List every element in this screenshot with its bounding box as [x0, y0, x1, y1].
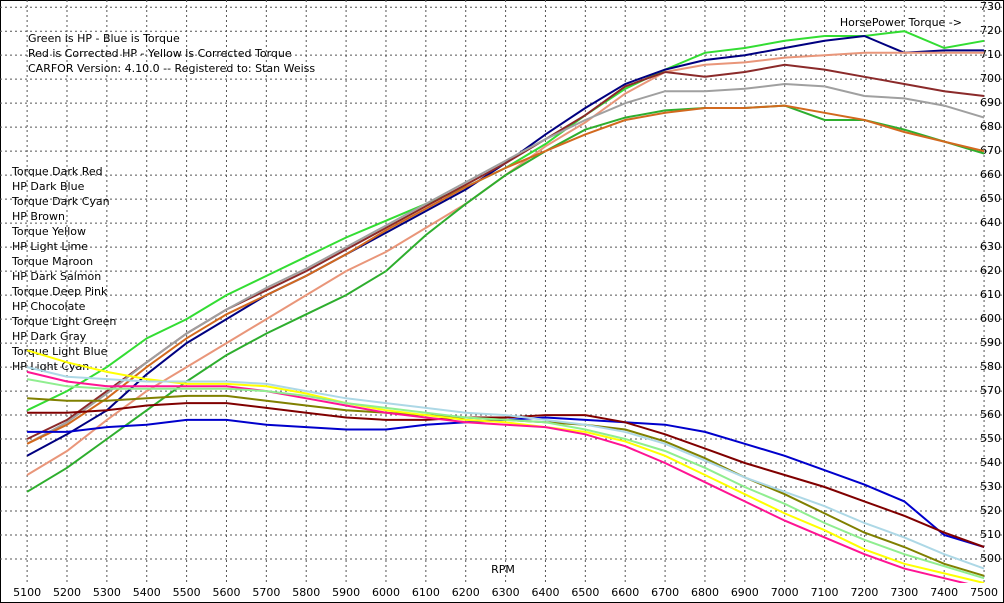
x-tick-label: 5300 — [93, 586, 121, 599]
plot-area — [26, 30, 985, 583]
x-tick-label: 6600 — [611, 586, 639, 599]
legend-line: Torque Deep Pink — [11, 285, 108, 298]
header-line: Green is HP - Blue is Torque — [28, 32, 180, 45]
series-line — [26, 370, 969, 583]
x-tick-label: 7100 — [811, 586, 839, 599]
x-tick-label: 6400 — [531, 586, 559, 599]
x-tick-label: 6200 — [452, 586, 480, 599]
series-line — [26, 104, 985, 445]
y-tick-label: 690 — [980, 96, 1001, 109]
y-tick-label: 670 — [980, 144, 1001, 157]
y-tick-label: 610 — [980, 288, 1001, 301]
legend-line: Torque Dark Red — [11, 165, 103, 178]
y-tick-label: 520 — [980, 504, 1001, 517]
y-tick-label: 620 — [980, 264, 1001, 277]
legend-line: HP Dark Gray — [12, 330, 87, 343]
y-tick-label: 640 — [980, 216, 1001, 229]
series-line — [26, 82, 985, 445]
y-tick-label: 680 — [980, 120, 1001, 133]
y-tick-label: 600 — [980, 312, 1001, 325]
x-tick-label: 5700 — [252, 586, 280, 599]
x-axis-title: RPM — [491, 563, 515, 576]
legend-line: Torque Light Blue — [11, 345, 108, 358]
x-tick-label: 5800 — [292, 586, 320, 599]
legend-line: HP Brown — [12, 210, 65, 223]
x-tick-label: 7300 — [890, 586, 918, 599]
x-tick-label: 6800 — [691, 586, 719, 599]
y-tick-label: 510 — [980, 528, 1001, 541]
x-tick-label: 5500 — [173, 586, 201, 599]
x-tick-label: 5200 — [53, 586, 81, 599]
x-tick-label: 6500 — [571, 586, 599, 599]
series-line — [26, 366, 985, 570]
x-tick-label: 5400 — [133, 586, 161, 599]
y-tick-label: 650 — [980, 192, 1001, 205]
header-line: CARFOR Version: 4.10.0 -- Registered to:… — [28, 62, 315, 75]
y-tick-label: 500 — [980, 552, 1001, 565]
x-tick-label: 6300 — [492, 586, 520, 599]
y-tick-label: 530 — [980, 480, 1001, 493]
legend-line: HP Chocolate — [12, 300, 86, 313]
legend-line: HP Dark Blue — [12, 180, 85, 193]
legend-line: Torque Dark Cyan — [11, 195, 110, 208]
y-tick-label: 540 — [980, 456, 1001, 469]
y-tick-label: 570 — [980, 384, 1001, 397]
x-tick-label: 7000 — [771, 586, 799, 599]
y-tick-label: 630 — [980, 240, 1001, 253]
header-line: Red is Corrected HP - Yellow is Correcte… — [28, 47, 292, 60]
legend-line: Torque Maroon — [11, 255, 93, 268]
series-line — [26, 349, 985, 583]
series-line — [27, 402, 985, 548]
legend-line: Torque Light Green — [11, 315, 116, 328]
y-tick-label: 710 — [980, 48, 1001, 61]
x-tick-label: 6900 — [731, 586, 759, 599]
x-tick-label: 5600 — [212, 586, 240, 599]
x-tick-label: 6100 — [412, 586, 440, 599]
y-tick-label: 590 — [980, 336, 1001, 349]
series-line — [26, 378, 985, 580]
legend-line: HP Light Cyan — [12, 360, 89, 373]
x-tick-label: 5100 — [13, 586, 41, 599]
y-tick-label: 580 — [980, 360, 1001, 373]
y-tick-label: 660 — [980, 168, 1001, 181]
x-tick-label: 5900 — [332, 586, 360, 599]
legend-line: HP Dark Salmon — [12, 270, 101, 283]
y-tick-label: 700 — [980, 72, 1001, 85]
y-tick-label: 560 — [980, 408, 1001, 421]
x-tick-label: 6700 — [651, 586, 679, 599]
y-tick-label: 720 — [980, 24, 1001, 37]
y-tick-label: 730 — [980, 0, 1001, 13]
x-tick-label: 7200 — [850, 586, 878, 599]
legend-line: Torque Yellow — [11, 225, 86, 238]
y-axis-title: HorsePower Torque -> — [840, 16, 962, 29]
y-tick-label: 550 — [980, 432, 1001, 445]
x-tick-label: 7400 — [930, 586, 958, 599]
x-tick-label: 6000 — [372, 586, 400, 599]
x-tick-label: 7500 — [970, 586, 998, 599]
legend-line: HP Light Lime — [12, 240, 88, 253]
